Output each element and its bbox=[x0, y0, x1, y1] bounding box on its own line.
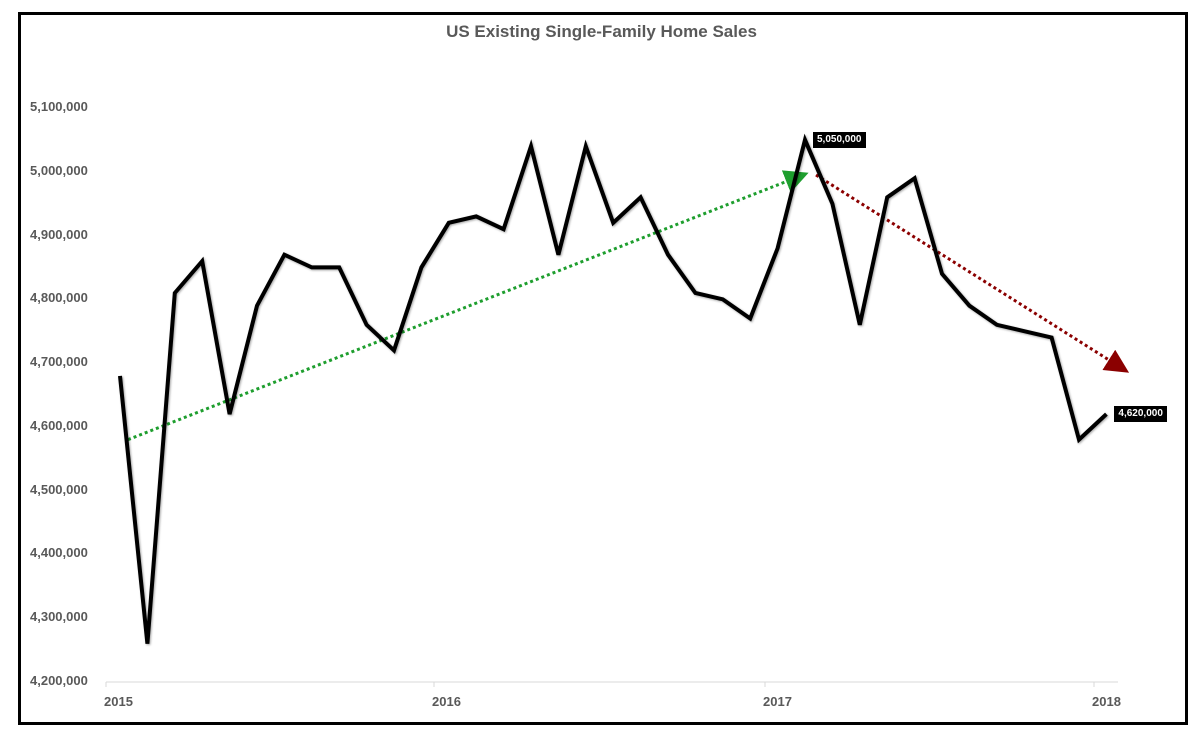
downtrend-arrow bbox=[815, 173, 1130, 373]
x-axis-ticks bbox=[105, 682, 1095, 687]
x-tick-label: 2016 bbox=[432, 694, 461, 709]
x-tick-label: 2018 bbox=[1092, 694, 1121, 709]
y-tick-label: 4,900,000 bbox=[30, 226, 88, 242]
y-tick-label: 4,700,000 bbox=[30, 354, 88, 370]
y-tick-label: 5,100,000 bbox=[30, 99, 88, 114]
y-tick-label: 4,400,000 bbox=[30, 545, 88, 561]
y-tick-label: 4,800,000 bbox=[30, 290, 88, 306]
chart-title: US Existing Single-Family Home Sales bbox=[446, 22, 757, 41]
x-tick-label: 2015 bbox=[104, 694, 133, 709]
peak-data-label: 5,050,000 bbox=[813, 131, 866, 148]
x-tick-label: 2017 bbox=[763, 694, 792, 709]
y-tick-label: 4,600,000 bbox=[30, 417, 88, 433]
y-tick-label: 4,200,000 bbox=[30, 673, 88, 688]
last-data-label: 4,620,000 bbox=[1114, 406, 1167, 423]
chart-frame bbox=[18, 12, 1188, 725]
sales-line bbox=[118, 133, 1108, 644]
y-tick-label: 4,300,000 bbox=[30, 609, 88, 625]
y-tick-label: 5,000,000 bbox=[30, 162, 88, 178]
uptrend-arrow bbox=[127, 170, 809, 442]
y-tick-label: 4,500,000 bbox=[30, 481, 88, 497]
